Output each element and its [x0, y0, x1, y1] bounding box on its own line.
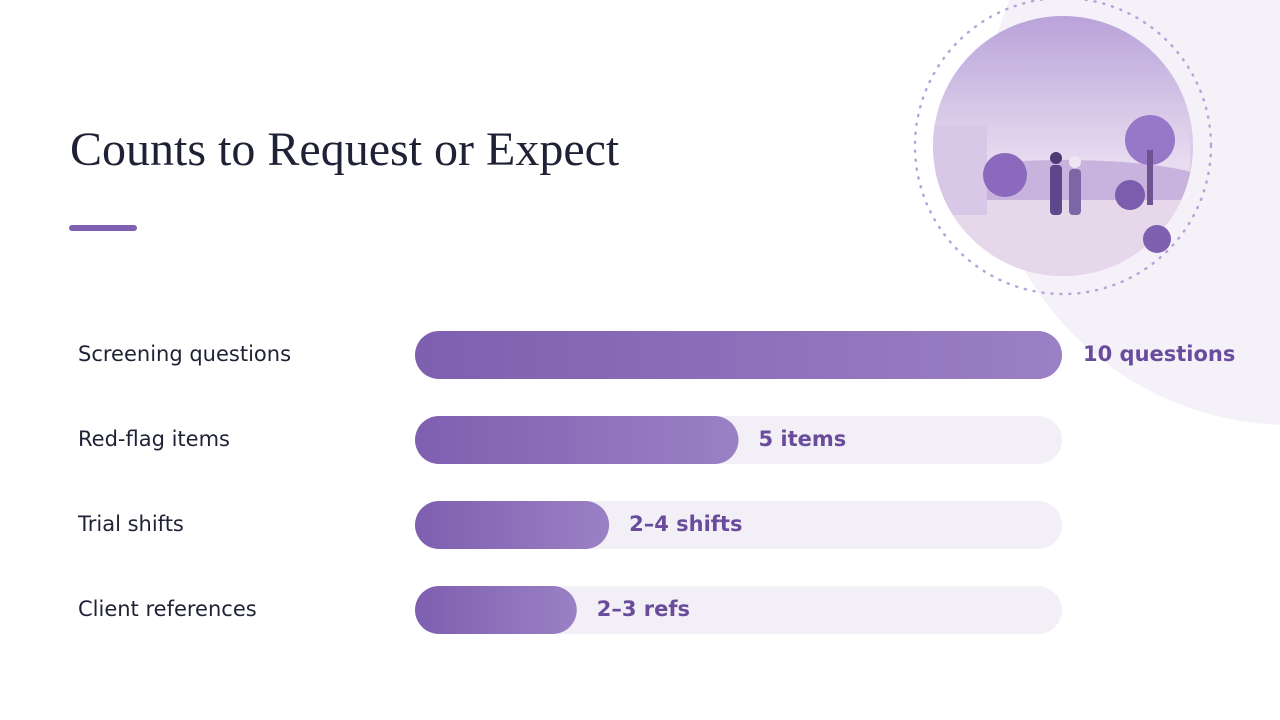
illustration — [933, 16, 1193, 276]
bar — [415, 586, 577, 634]
category-label: Screening questions — [78, 342, 291, 366]
category-label: Red-flag items — [78, 427, 230, 451]
bar — [415, 331, 1062, 379]
bar — [415, 416, 739, 464]
accent-dot — [1143, 225, 1171, 253]
value-label: 10 questions — [1083, 342, 1235, 366]
bar-track — [415, 586, 1062, 634]
title-underline — [69, 225, 137, 231]
chart-title: Counts to Request or Expect — [70, 123, 620, 176]
category-label: Client references — [78, 597, 257, 621]
value-label: 2–4 shifts — [629, 512, 742, 536]
value-label: 5 items — [759, 427, 847, 451]
bar-chart: Screening questions 10 questions Red-flag … — [77, 331, 1235, 634]
dotted-ring — [913, 0, 1213, 296]
category-label: Trial shifts — [77, 512, 184, 536]
value-label: 2–3 refs — [597, 597, 690, 621]
bar — [415, 501, 610, 549]
